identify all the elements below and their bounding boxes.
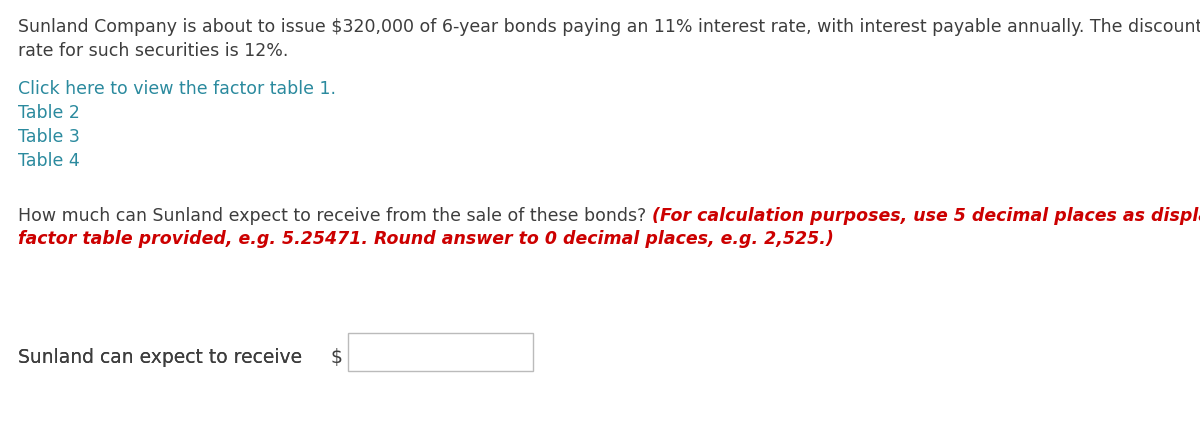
Text: How much can Sunland expect to receive from the sale of these bonds?: How much can Sunland expect to receive f… xyxy=(18,207,652,225)
Text: Table 2: Table 2 xyxy=(18,104,80,122)
Text: Table 3: Table 3 xyxy=(18,128,80,146)
Text: (For calculation purposes, use 5 decimal places as displayed in the: (For calculation purposes, use 5 decimal… xyxy=(652,207,1200,225)
Text: Table 4: Table 4 xyxy=(18,152,79,170)
Text: Sunland can expect to receive: Sunland can expect to receive xyxy=(18,348,302,367)
Text: Click here to view the factor table 1.: Click here to view the factor table 1. xyxy=(18,80,336,98)
Text: Sunland Company is about to issue $320,000 of 6-year bonds paying an 11% interes: Sunland Company is about to issue $320,0… xyxy=(18,18,1200,36)
Text: rate for such securities is 12%.: rate for such securities is 12%. xyxy=(18,42,288,60)
Text: factor table provided, e.g. 5.25471. Round answer to 0 decimal places, e.g. 2,52: factor table provided, e.g. 5.25471. Rou… xyxy=(18,230,834,248)
Text: $: $ xyxy=(330,348,342,367)
Text: Sunland can expect to receive: Sunland can expect to receive xyxy=(18,348,302,367)
